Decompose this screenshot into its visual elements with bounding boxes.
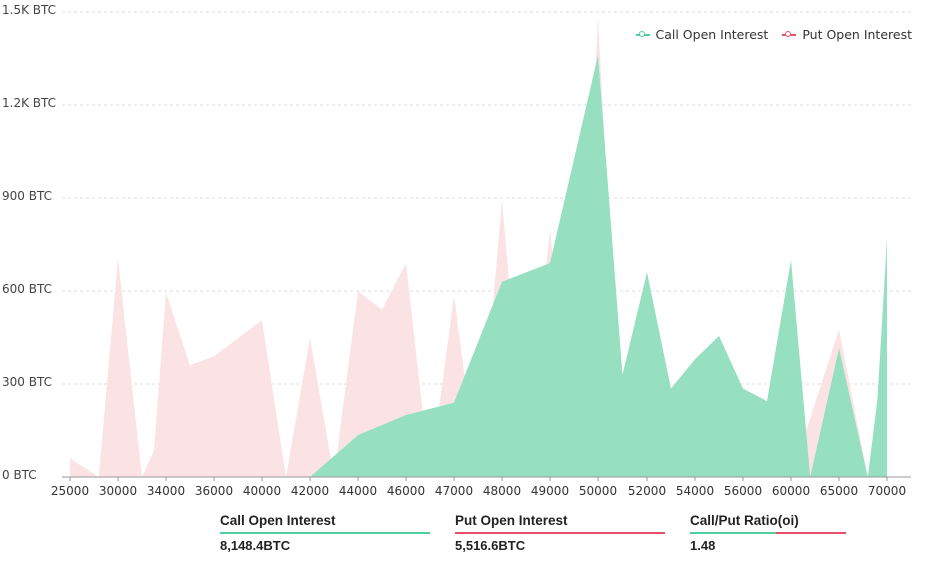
y-tick-label: 600 BTC <box>2 282 52 296</box>
x-tick-label: 44000 <box>338 484 378 498</box>
y-tick-label: 300 BTC <box>2 375 52 389</box>
x-tick-label: 54000 <box>675 484 715 498</box>
put-marker-icon <box>782 30 797 37</box>
summary-put-label: Put Open Interest <box>455 513 568 528</box>
x-tick-label: 25000 <box>50 484 90 498</box>
x-tick-label: 65000 <box>819 484 859 498</box>
y-tick-label: 0 BTC <box>2 468 37 482</box>
legend-item-put[interactable]: Put Open Interest <box>782 27 912 42</box>
summary-ratio-label: Call/Put Ratio(oi) <box>690 513 799 528</box>
summary-call-label: Call Open Interest <box>220 513 336 528</box>
summary-ratio-value: 1.48 <box>690 538 716 553</box>
x-tick-label: 30000 <box>98 484 138 498</box>
y-tick-label: 900 BTC <box>2 189 52 203</box>
summary-put: Put Open Interest 5,516.6BTC <box>455 513 665 553</box>
x-tick-label: 60000 <box>771 484 811 498</box>
y-tick-label: 1.5K BTC <box>2 3 57 17</box>
legend-put-label: Put Open Interest <box>802 27 912 42</box>
x-tick-label: 34000 <box>146 484 186 498</box>
x-tick-label: 56000 <box>723 484 763 498</box>
x-tick-label: 36000 <box>194 484 234 498</box>
x-tick-label: 47000 <box>434 484 474 498</box>
summary-call: Call Open Interest 8,148.4BTC <box>220 513 430 553</box>
summary-call-value: 8,148.4BTC <box>220 538 291 553</box>
summary-ratio-bar <box>690 532 846 534</box>
legend-call-label: Call Open Interest <box>655 27 769 42</box>
chart-legend: Call Open Interest Put Open Interest <box>635 27 912 42</box>
x-tick-label: 48000 <box>482 484 522 498</box>
x-tick-label: 49000 <box>530 484 570 498</box>
x-tick-label: 50000 <box>578 484 618 498</box>
x-tick-label: 42000 <box>290 484 330 498</box>
open-interest-chart <box>62 11 911 481</box>
call-open-interest-area <box>70 55 887 478</box>
x-tick-label: 70000 <box>867 484 907 498</box>
summary-put-bar <box>455 532 665 534</box>
legend-item-call[interactable]: Call Open Interest <box>635 27 769 42</box>
call-marker-icon <box>635 30 650 37</box>
summary-ratio: Call/Put Ratio(oi) 1.48 <box>690 513 846 553</box>
summary-put-value: 5,516.6BTC <box>455 538 526 553</box>
y-tick-label: 1.2K BTC <box>2 96 57 110</box>
x-tick-label: 40000 <box>242 484 282 498</box>
x-tick-label: 46000 <box>386 484 426 498</box>
x-tick-label: 52000 <box>627 484 667 498</box>
summary-call-bar <box>220 532 430 534</box>
